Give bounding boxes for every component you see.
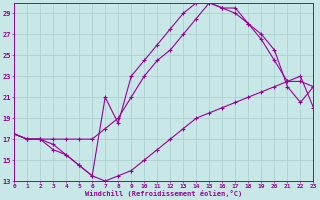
X-axis label: Windchill (Refroidissement éolien,°C): Windchill (Refroidissement éolien,°C) — [85, 190, 242, 197]
